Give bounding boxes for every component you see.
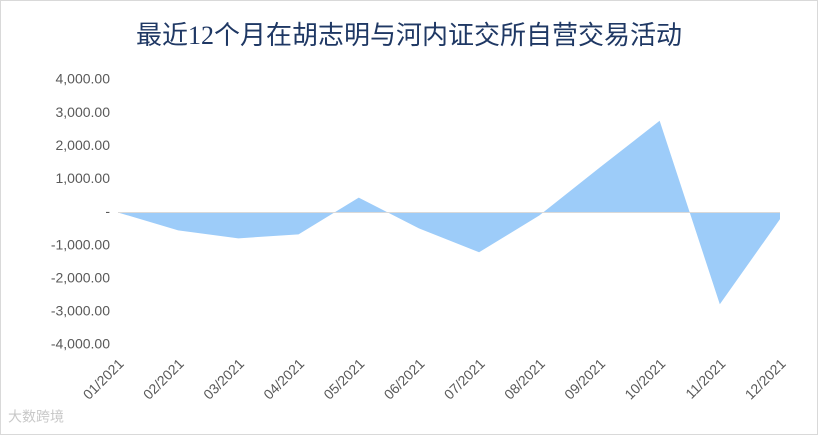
- y-tick-label: 3,000.00: [56, 104, 111, 120]
- y-tick-label: -1,000.00: [51, 236, 110, 252]
- watermark: 大数跨境: [8, 409, 64, 425]
- chart-title: 最近12个月在胡志明与河内证交所自营交易活动: [136, 21, 682, 50]
- y-tick-label: -4,000.00: [51, 336, 110, 352]
- y-tick-label: 1,000.00: [56, 170, 111, 186]
- y-tick-label: -: [105, 203, 110, 219]
- y-tick-label: -2,000.00: [51, 269, 110, 285]
- y-tick-label: 4,000.00: [56, 71, 111, 87]
- y-tick-label: -3,000.00: [51, 303, 110, 319]
- y-tick-label: 2,000.00: [56, 137, 111, 153]
